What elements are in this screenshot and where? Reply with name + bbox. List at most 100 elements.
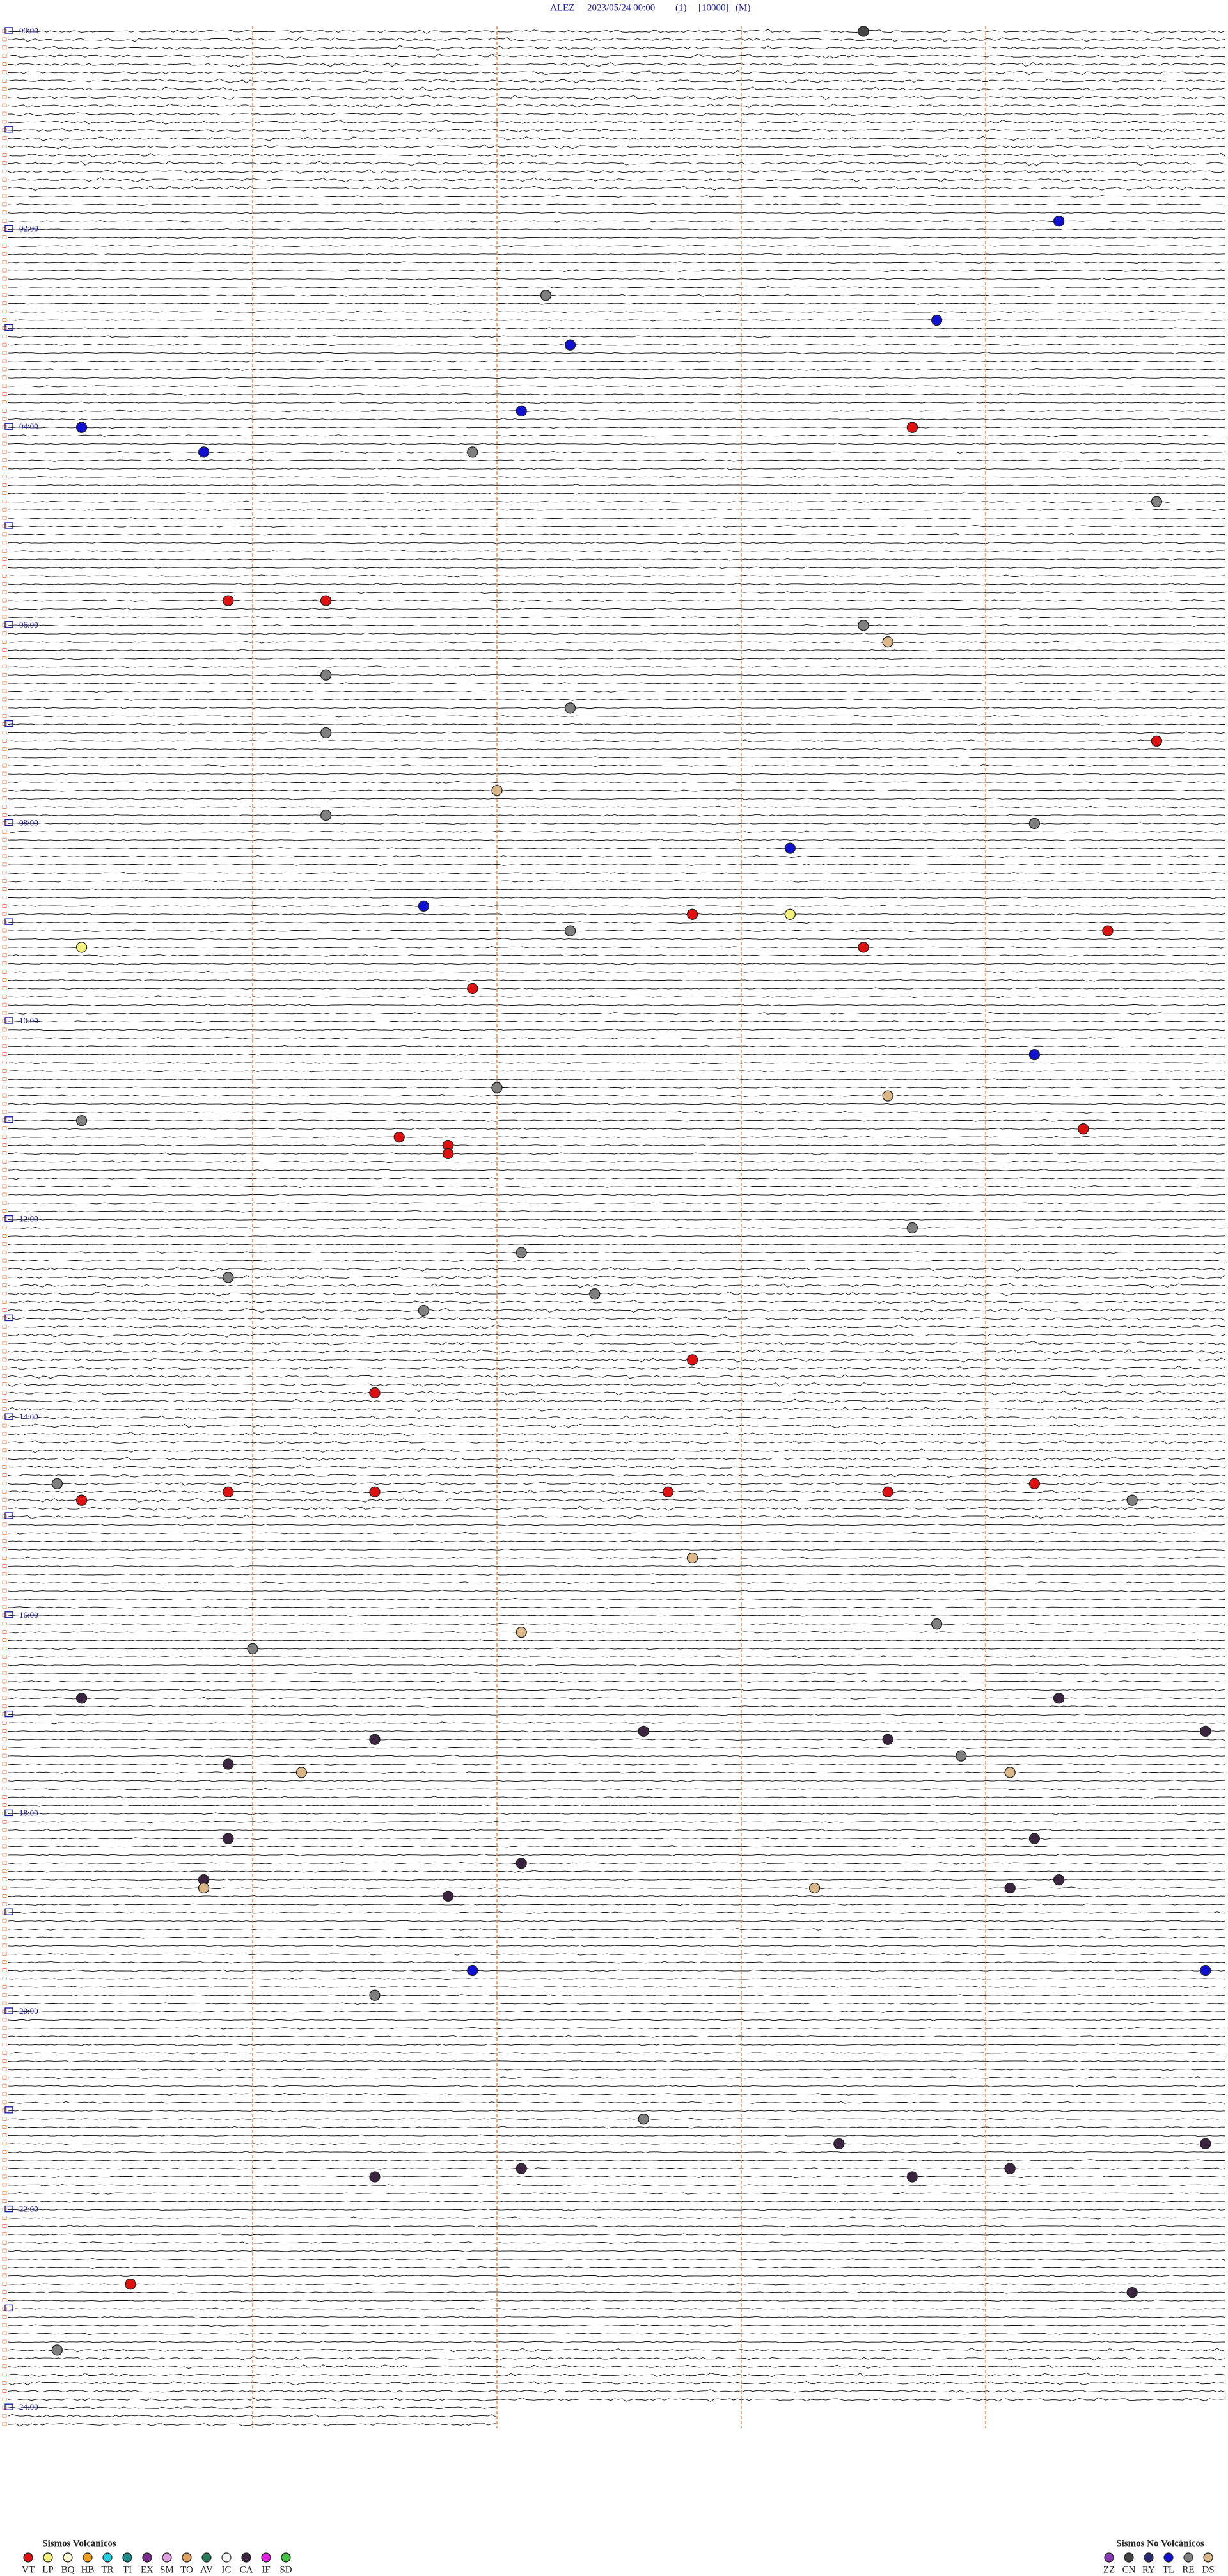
hour-label: 04:00 xyxy=(19,422,38,431)
row-marker xyxy=(2,706,7,710)
row-marker xyxy=(2,2100,7,2105)
hour-label: 06:00 xyxy=(19,620,38,629)
event xyxy=(931,314,943,326)
row-marker xyxy=(2,1663,7,1667)
trace xyxy=(8,319,1225,322)
legend-label: IF xyxy=(262,2564,270,2575)
trace xyxy=(8,2019,1225,2021)
trace xyxy=(8,896,1225,899)
event xyxy=(1028,818,1041,830)
trace xyxy=(8,797,1225,800)
row-marker xyxy=(2,1762,7,1766)
trace xyxy=(8,2316,1225,2319)
row-marker xyxy=(2,161,7,165)
legend-label: TI xyxy=(123,2564,132,2575)
trace xyxy=(8,1655,1225,1659)
event xyxy=(564,339,576,351)
trace xyxy=(8,2373,1225,2377)
trace xyxy=(8,1540,1225,1543)
trace xyxy=(8,352,1225,355)
row-marker xyxy=(2,2067,7,2071)
event xyxy=(75,1494,88,1506)
row-marker xyxy=(2,1869,7,1874)
row-marker xyxy=(2,805,7,809)
row-marker xyxy=(2,920,7,924)
row-marker xyxy=(2,978,7,982)
row-marker xyxy=(2,854,7,858)
row-marker xyxy=(2,2216,7,2220)
trace xyxy=(8,1235,1225,1238)
row-marker xyxy=(2,37,7,42)
row-marker xyxy=(2,1778,7,1783)
trace xyxy=(8,962,1225,965)
trace xyxy=(8,484,1225,487)
row-marker xyxy=(2,301,7,306)
hour-marker xyxy=(4,1413,13,1420)
row-marker xyxy=(2,1423,7,1428)
row-marker xyxy=(2,731,7,734)
legend-swatch xyxy=(1104,2552,1114,2563)
row-marker xyxy=(2,1159,7,1164)
trace xyxy=(8,1004,1225,1007)
trace xyxy=(8,409,1225,413)
row-marker xyxy=(2,1597,7,1601)
hour-marker xyxy=(4,1314,13,1322)
trace xyxy=(8,1952,1225,1956)
trace xyxy=(8,86,1225,91)
row-marker xyxy=(2,2224,7,2228)
trace xyxy=(8,1218,1225,1221)
legend-swatch xyxy=(241,2552,251,2563)
trace xyxy=(8,2348,1225,2353)
trace xyxy=(8,1837,1225,1840)
trace xyxy=(8,2176,1225,2178)
trace xyxy=(8,756,1225,759)
event xyxy=(393,1131,405,1143)
row-marker xyxy=(2,986,7,990)
row-marker xyxy=(2,1036,7,1040)
trace xyxy=(8,1680,1225,1683)
event xyxy=(1004,1767,1016,1778)
event xyxy=(418,900,430,912)
event xyxy=(638,2114,649,2125)
trace xyxy=(8,880,1225,883)
trace xyxy=(8,2397,1225,2402)
trace xyxy=(8,1853,1225,1856)
legend-swatch xyxy=(281,2552,291,2563)
trace xyxy=(8,1870,1225,1873)
row-marker xyxy=(2,375,7,380)
trace xyxy=(8,2324,1225,2327)
row-marker xyxy=(2,1630,7,1634)
trace xyxy=(8,1688,1225,1691)
event xyxy=(516,405,527,417)
trace xyxy=(8,2126,1225,2129)
row-marker xyxy=(2,268,7,273)
legend-label: RE xyxy=(1182,2564,1194,2575)
row-marker xyxy=(2,2001,7,2005)
trace xyxy=(8,542,1225,544)
mode: (M) xyxy=(736,3,750,13)
trace xyxy=(8,2423,496,2427)
trace xyxy=(8,1721,1225,1725)
hour-marker xyxy=(4,918,13,925)
row-marker xyxy=(2,2108,7,2113)
trace xyxy=(8,1423,1225,1428)
trace xyxy=(8,1078,1225,1081)
trace xyxy=(8,103,1225,109)
row-marker xyxy=(2,1069,7,1073)
event xyxy=(369,1486,381,1497)
row-marker xyxy=(2,2373,7,2377)
trace xyxy=(8,954,1225,957)
event xyxy=(1004,1882,1016,1894)
row-marker xyxy=(2,1316,7,1320)
trace xyxy=(8,764,1225,768)
event xyxy=(1200,2138,1211,2150)
legend-label: SM xyxy=(160,2564,174,2575)
row-marker xyxy=(2,524,7,528)
event xyxy=(638,1725,649,1737)
trace xyxy=(8,1590,1225,1592)
trace xyxy=(8,2389,1225,2393)
event xyxy=(1151,735,1163,747)
row-marker xyxy=(2,202,7,207)
trace xyxy=(8,1886,1225,1890)
trace xyxy=(8,1796,1225,1799)
